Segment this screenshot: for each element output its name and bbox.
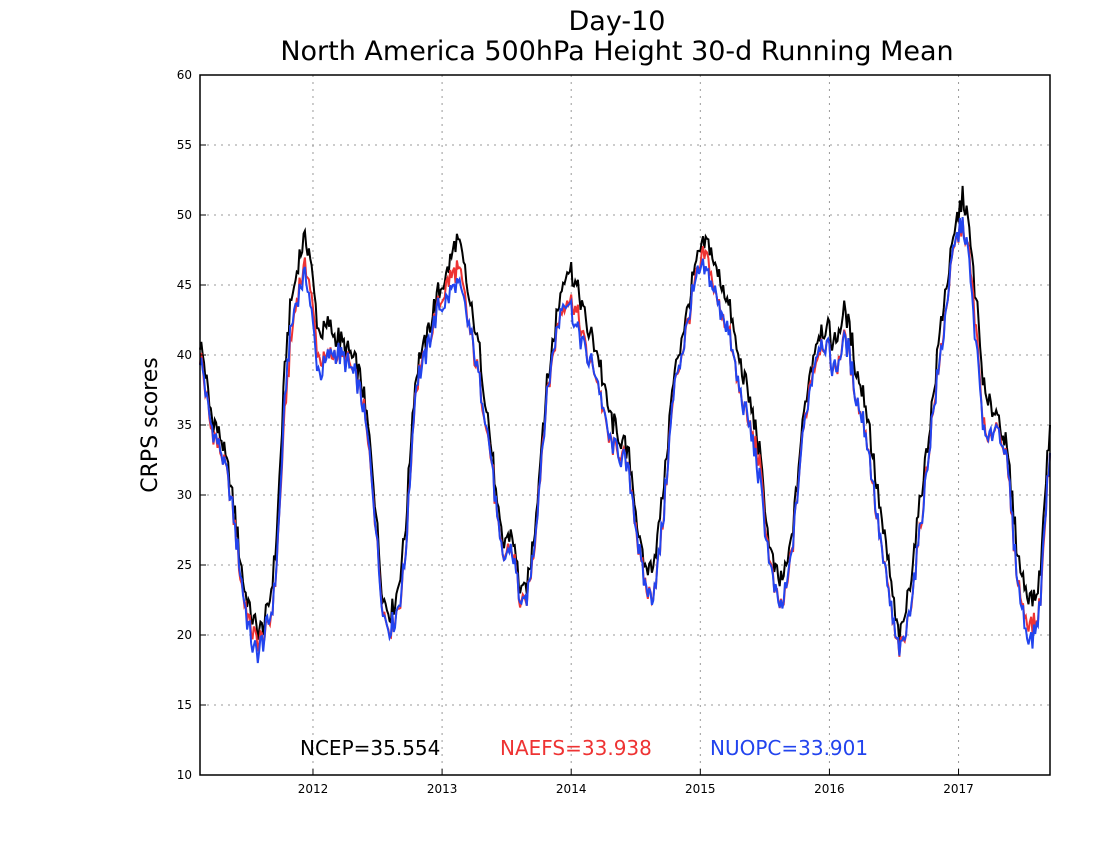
x-tick-label: 2013 xyxy=(427,782,458,796)
x-tick-label: 2017 xyxy=(943,782,974,796)
grid-lines xyxy=(200,75,1050,775)
x-axis-ticks: 2012 2013 2014 2015 2016 2017 xyxy=(298,769,974,796)
y-axis-label: CRPS scores xyxy=(138,357,163,492)
legend-entry-nuopc: NUOPC=33.901 xyxy=(710,736,868,760)
chart-subtitle: North America 500hPa Height 30-d Running… xyxy=(280,36,953,67)
series-lines xyxy=(199,185,1051,664)
y-tick-label: 30 xyxy=(177,488,192,502)
y-tick-label: 10 xyxy=(177,768,192,782)
y-tick-label: 35 xyxy=(177,418,192,432)
y-tick-label: 15 xyxy=(177,698,192,712)
legend-entry-ncep: NCEP=35.554 xyxy=(300,736,440,760)
x-tick-label: 2016 xyxy=(814,782,845,796)
y-tick-label: 25 xyxy=(177,558,192,572)
y-tick-label: 20 xyxy=(177,628,192,642)
legend: NCEP=35.554 NAEFS=33.938 NUOPC=33.901 xyxy=(300,736,868,760)
legend-entry-naefs: NAEFS=33.938 xyxy=(500,736,652,760)
x-tick-label: 2015 xyxy=(685,782,716,796)
y-tick-label: 55 xyxy=(177,138,192,152)
chart-title: Day-10 xyxy=(569,6,666,37)
series-line-0 xyxy=(199,185,1051,645)
y-tick-label: 50 xyxy=(177,208,192,222)
y-tick-label: 40 xyxy=(177,348,192,362)
y-tick-label: 60 xyxy=(177,68,192,82)
x-tick-label: 2012 xyxy=(298,782,329,796)
series-line-2 xyxy=(199,217,1051,664)
y-axis-ticks: 10 15 20 25 30 35 40 45 50 55 60 xyxy=(177,68,206,782)
x-tick-label: 2014 xyxy=(556,782,587,796)
y-tick-label: 45 xyxy=(177,278,192,292)
